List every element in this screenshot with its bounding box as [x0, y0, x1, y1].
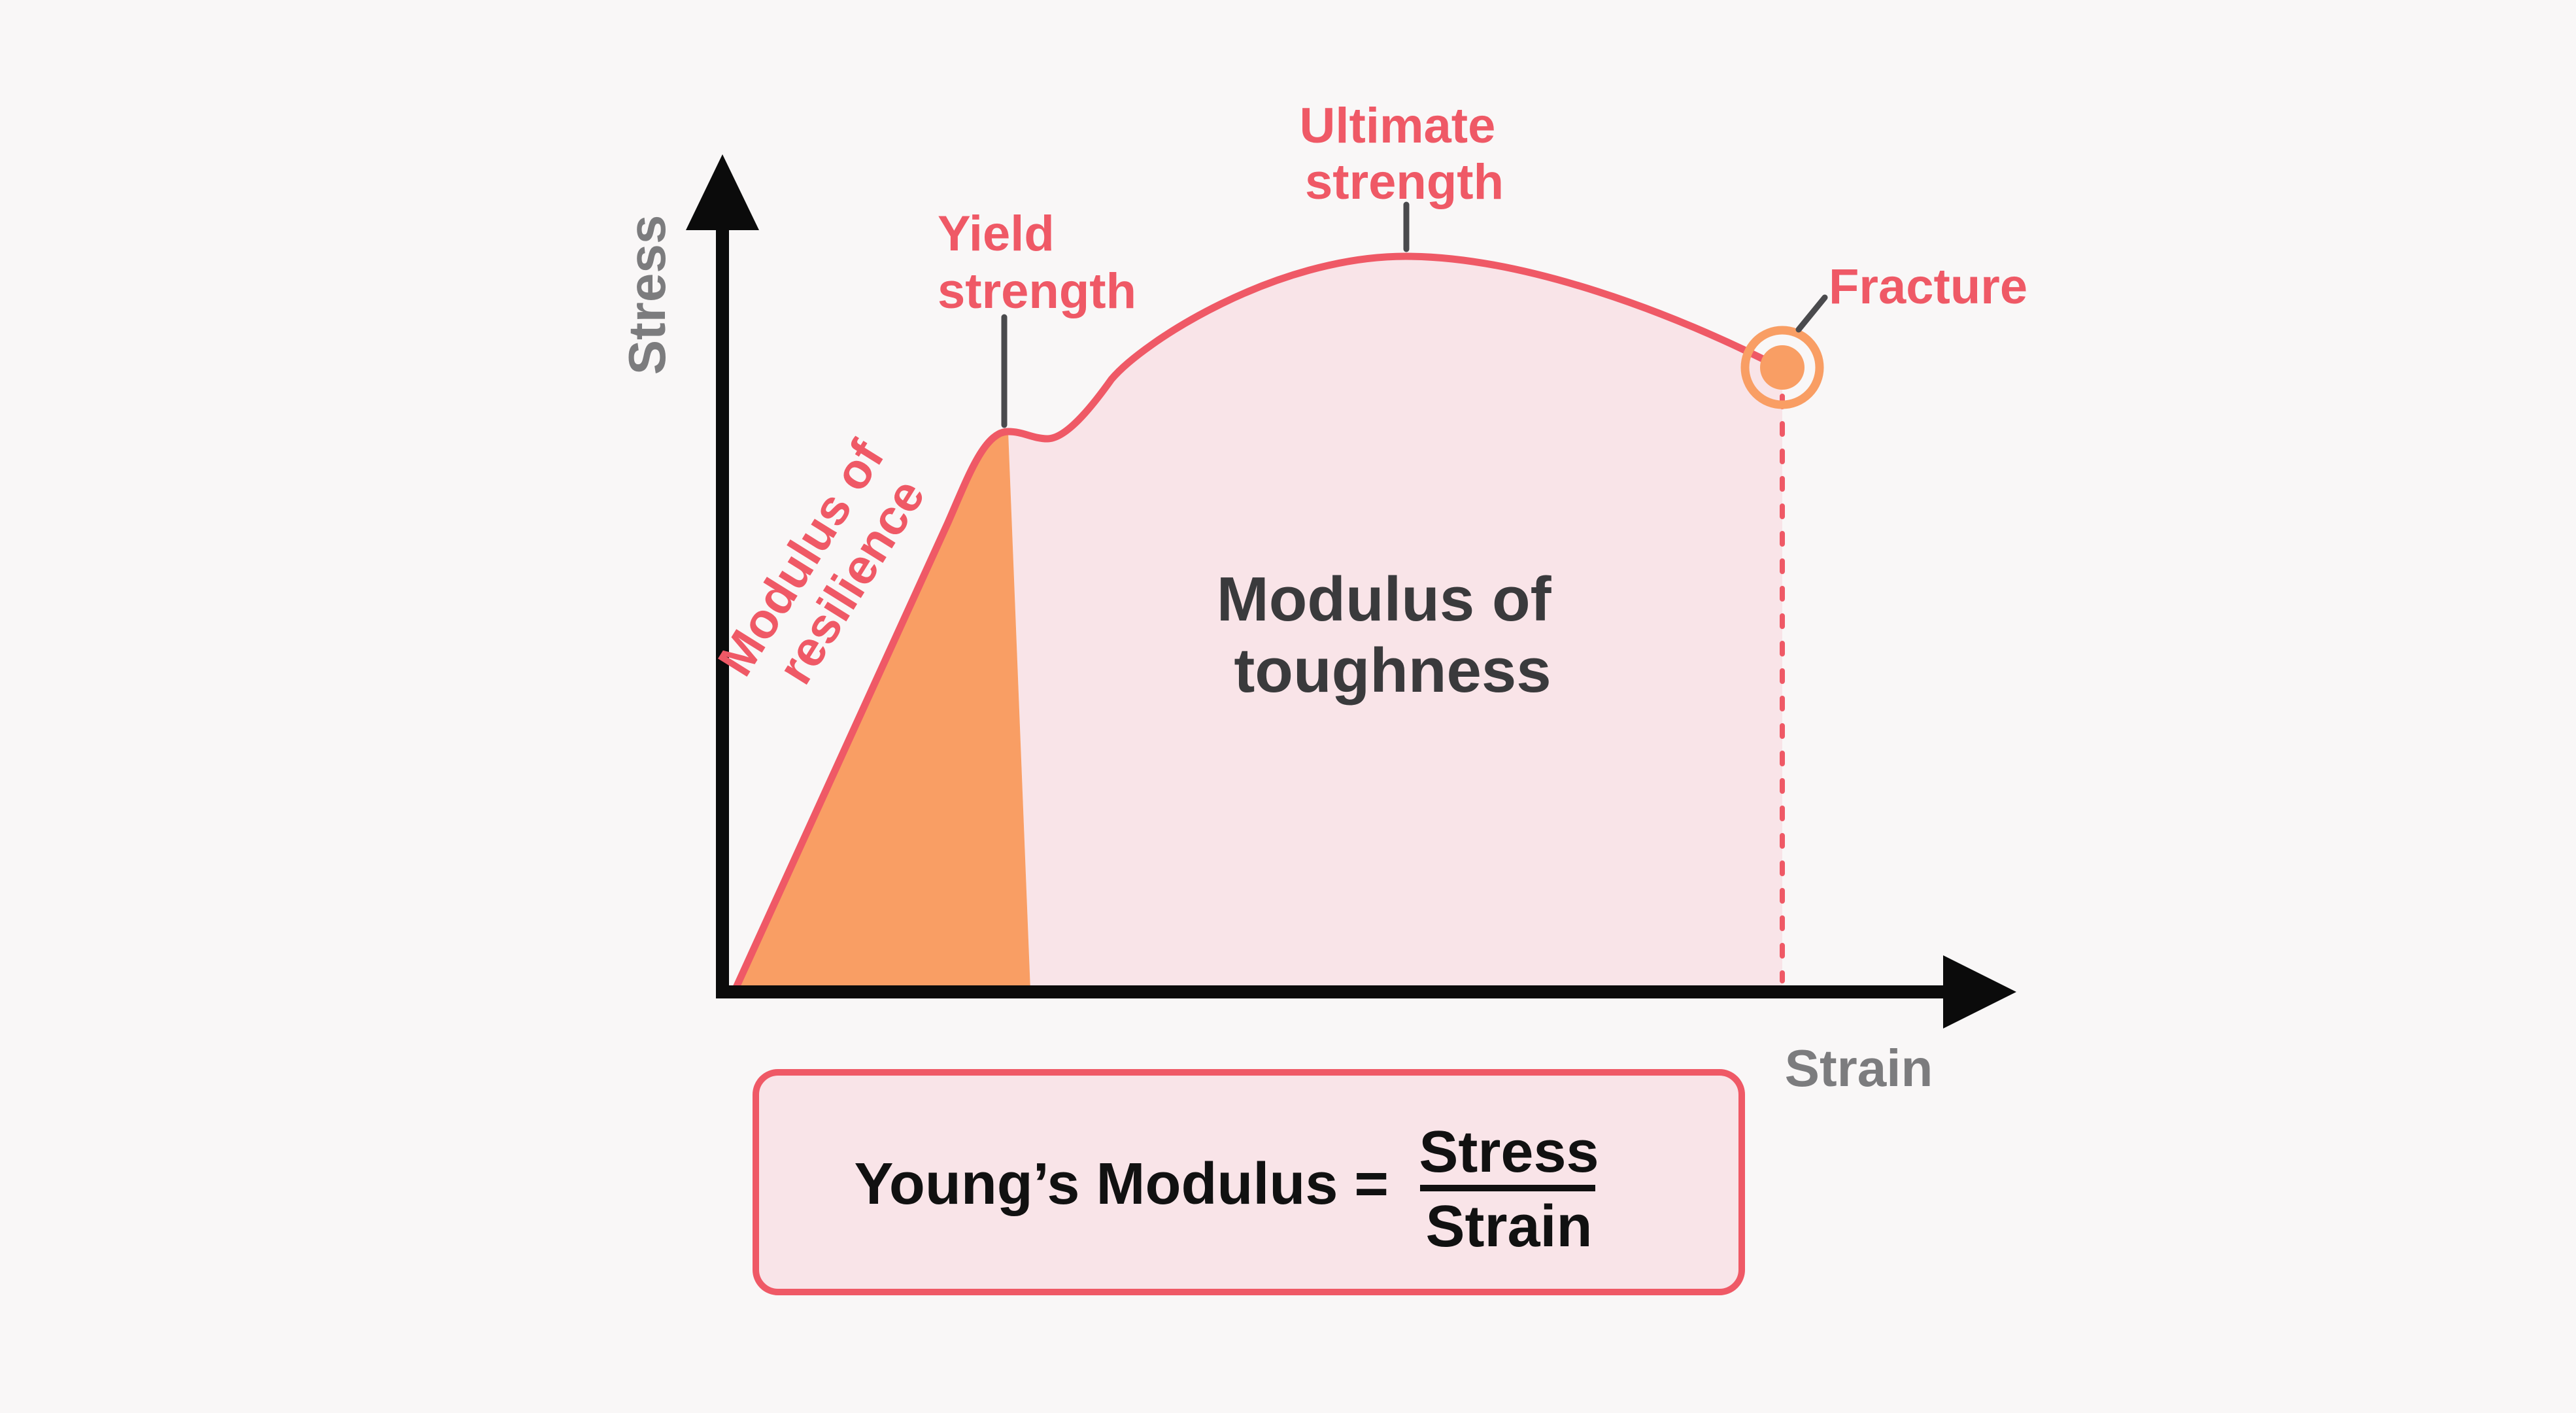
fracture-point-icon	[1760, 345, 1805, 390]
modulus-of-toughness-label: Modulus of toughness	[1217, 564, 1569, 706]
x-axis-arrowhead-icon	[1943, 955, 2016, 1029]
formula-denominator: Strain	[1425, 1194, 1592, 1259]
ultimate-strength-label-line1: Ultimate	[1300, 98, 1496, 154]
modulus-of-resilience-area	[736, 432, 1030, 990]
y-axis-arrowhead-icon	[686, 154, 759, 230]
formula-numerator: Stress	[1419, 1119, 1599, 1185]
fracture-pointer-line	[1795, 294, 1828, 333]
yield-strength-label-line1: Yield	[938, 206, 1055, 262]
modulus-of-toughness-label-line1: Modulus of	[1217, 564, 1552, 634]
yield-strength-label: Yield strength	[938, 206, 1136, 319]
modulus-of-toughness-area	[1008, 256, 1782, 990]
fracture-label: Fracture	[1829, 259, 2027, 315]
stress-strain-curve	[732, 252, 1786, 991]
modulus-of-toughness-label-line2: toughness	[1234, 636, 1551, 706]
ultimate-strength-label: Ultimate strength	[1300, 98, 1510, 210]
ultimate-strength-label-line2: strength	[1305, 154, 1504, 210]
fracture-ring-icon	[1740, 326, 1824, 409]
x-axis-label: Strain	[1785, 1039, 1933, 1097]
youngs-modulus-formula-box	[753, 1069, 1745, 1295]
yield-strength-label-line2: strength	[938, 264, 1136, 319]
y-axis-label: Stress	[618, 215, 676, 375]
formula-lhs: Young’s Modulus =	[855, 1151, 1389, 1217]
formula-fraction-bar	[1420, 1185, 1595, 1191]
